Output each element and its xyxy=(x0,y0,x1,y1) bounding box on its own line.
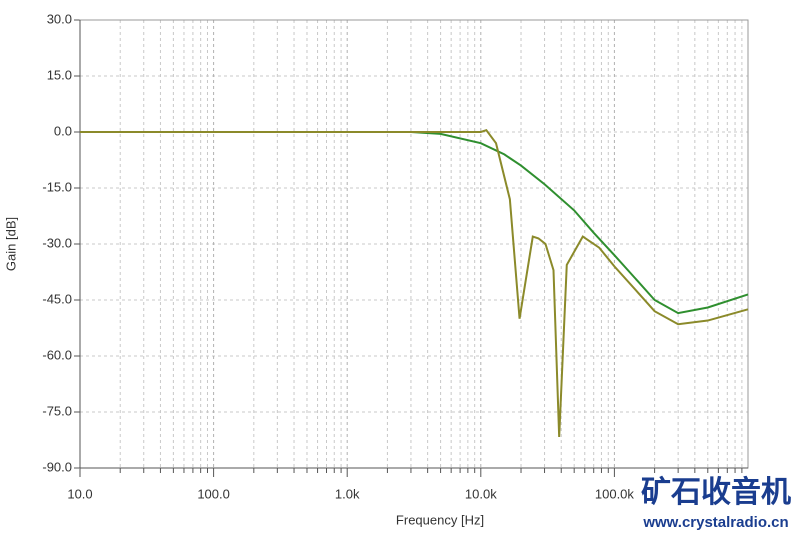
y-tick-label: -75.0 xyxy=(42,403,72,418)
y-tick-label: -15.0 xyxy=(42,179,72,194)
x-tick-label: 10.0 xyxy=(67,486,92,501)
watermark-url: www.crystalradio.cn xyxy=(642,514,788,531)
y-tick-label: -90.0 xyxy=(42,459,72,474)
x-tick-label: 10.0k xyxy=(465,486,497,501)
watermark-title: 矿石收音机 xyxy=(641,475,791,509)
y-tick-label: 30.0 xyxy=(47,11,72,26)
x-tick-label: 100.0 xyxy=(197,486,230,501)
y-axis-label: Gain [dB] xyxy=(3,217,18,271)
x-axis-label: Frequency [Hz] xyxy=(396,512,484,527)
y-tick-label: -45.0 xyxy=(42,291,72,306)
y-tick-label: -30.0 xyxy=(42,235,72,250)
y-tick-label: -60.0 xyxy=(42,347,72,362)
x-tick-label: 100.0k xyxy=(595,486,635,501)
series-line xyxy=(80,128,749,438)
y-tick-label: 0.0 xyxy=(54,123,72,138)
x-tick-label: 1.0k xyxy=(335,486,360,501)
plot-area xyxy=(80,20,748,468)
y-tick-label: 15.0 xyxy=(47,67,72,82)
